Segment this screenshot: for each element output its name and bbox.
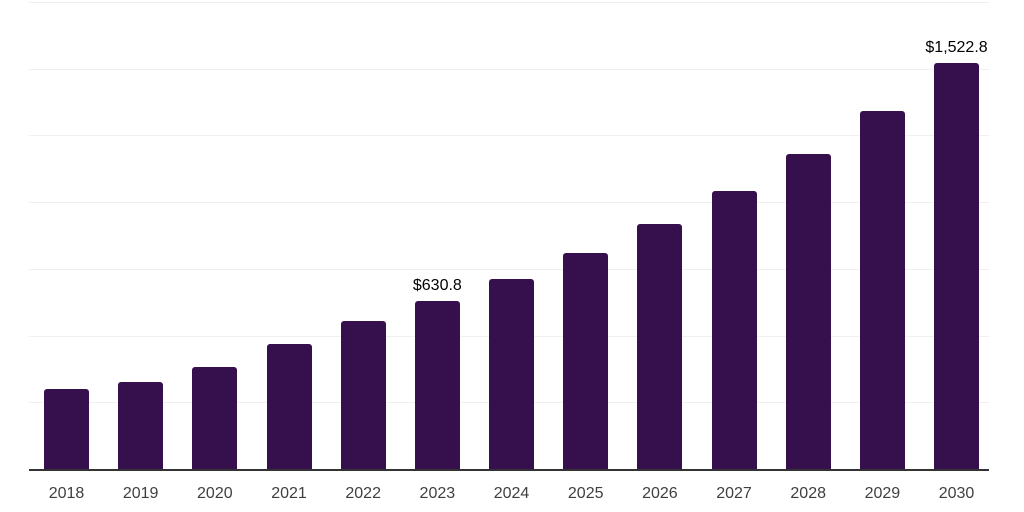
bar-2021 (266, 344, 312, 469)
gridline-1000 (29, 202, 989, 204)
gridline-1750 (29, 2, 989, 3)
bar-2030 (934, 62, 979, 469)
bar-2024 (489, 278, 534, 469)
gridline-1500 (29, 68, 989, 70)
x-tick-label-2027: 2027 (716, 485, 752, 502)
x-tick-label-2023: 2023 (419, 485, 456, 502)
x-tick-label-2024: 2024 (493, 485, 530, 502)
x-tick-label-2018: 2018 (48, 485, 85, 502)
bar-2019 (118, 381, 164, 469)
bar-2026 (637, 223, 683, 469)
bar-2018 (44, 389, 89, 469)
bar-value-label-2030: $1,522.8 (925, 38, 988, 56)
bar-2025 (563, 252, 609, 469)
x-tick-label-2025: 2025 (567, 485, 604, 502)
x-tick-label-2020: 2020 (197, 485, 233, 502)
x-tick-label-2026: 2026 (642, 485, 678, 502)
gridline-1250 (29, 135, 989, 137)
bar-2022 (340, 321, 386, 469)
gridline-750 (29, 268, 989, 270)
x-tick-label-2030: 2030 (938, 485, 975, 502)
bar-2027 (711, 190, 757, 469)
x-tick-label-2022: 2022 (345, 485, 381, 502)
bar-value-label-2023: $630.8 (412, 276, 462, 294)
bar-2023 (414, 300, 460, 469)
x-tick-label-2029: 2029 (864, 485, 901, 502)
x-tick-label-2021: 2021 (271, 485, 307, 502)
x-tick-label-2019: 2019 (122, 485, 159, 502)
x-axis-line (29, 469, 989, 471)
x-tick-label-2028: 2028 (790, 485, 826, 502)
bar-2028 (785, 153, 831, 469)
bar-2029 (859, 110, 905, 469)
bar-2020 (192, 366, 238, 469)
